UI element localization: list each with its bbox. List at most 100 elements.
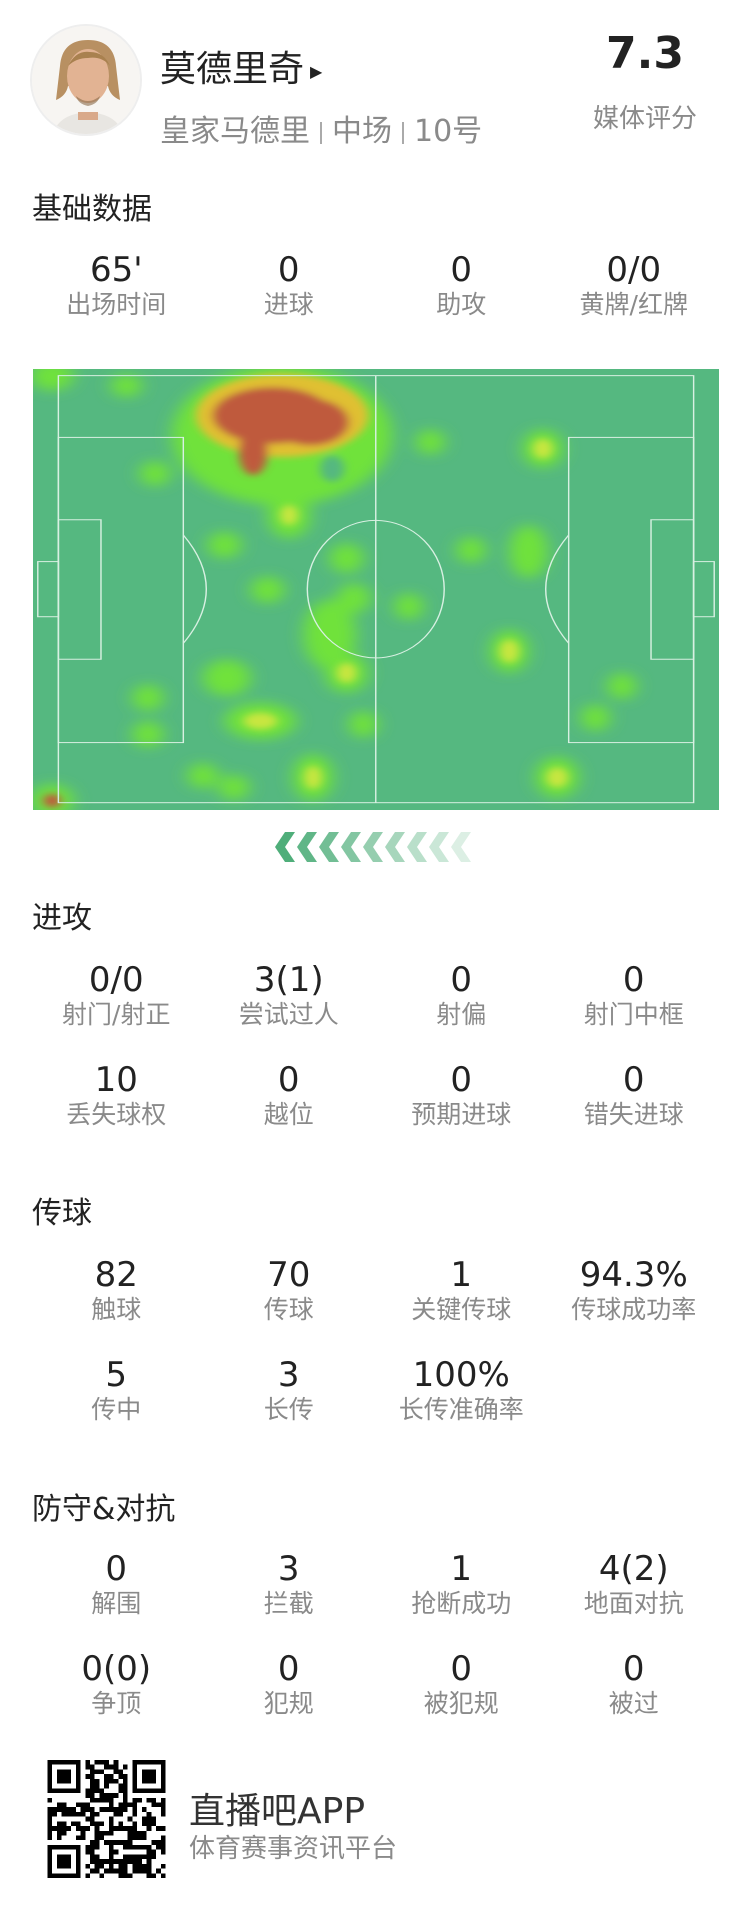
stat-value: 1 <box>450 1549 473 1589</box>
stat-value: 0 <box>622 1649 645 1689</box>
app-name: 直播吧APP <box>189 1791 366 1832</box>
heat-spot <box>607 672 637 700</box>
stat-label: 地面对抗 <box>583 1589 684 1618</box>
app-tagline: 体育赛事资讯平台 <box>189 1834 398 1864</box>
stat-label: 丢失球权 <box>66 1100 167 1129</box>
stat-defense: 3 拦截 <box>203 1549 376 1619</box>
player-meta: 皇家马德里 中场 10号 <box>160 106 482 150</box>
stat-value: 0 <box>622 1060 645 1100</box>
heat-spot <box>456 536 486 564</box>
stat-label: 长传准确率 <box>398 1395 524 1424</box>
heat-spot <box>303 599 357 670</box>
stat-value: 94.3% <box>579 1255 688 1295</box>
stat-passing: 1 关键传球 <box>375 1255 548 1325</box>
stat-label: 长传 <box>263 1395 314 1424</box>
heat-spot <box>132 684 164 712</box>
stat-label: 射门/射正 <box>62 1000 171 1029</box>
stat-label: 越位 <box>263 1100 314 1129</box>
stat-value: 3(1) <box>253 960 324 1000</box>
stat-attack: 0 射门中框 <box>548 960 721 1030</box>
heat-spot <box>187 763 219 789</box>
stat-value: 100% <box>412 1355 510 1395</box>
stat-defense: 0 被犯规 <box>375 1649 548 1719</box>
stat-passing: 94.3% 传球成功率 <box>548 1255 721 1325</box>
stat-label: 预期进球 <box>411 1100 512 1129</box>
heat-spot <box>202 659 251 697</box>
chevron-left-icon <box>319 832 339 862</box>
player-avatar[interactable] <box>30 24 142 136</box>
heat-spot-warm <box>304 765 322 790</box>
shirt-number: 10号 <box>414 114 483 149</box>
player-name-link[interactable]: 莫德里奇 ▶ <box>160 40 322 92</box>
stat-defense: 0 被过 <box>548 1649 721 1719</box>
stat-defense: 0 解围 <box>30 1549 203 1619</box>
attack-direction-indicator <box>275 832 473 862</box>
stat-attack: 0 射偏 <box>375 960 548 1030</box>
heat-spot-warm <box>243 712 278 730</box>
heat-spot <box>218 774 250 801</box>
qr-code <box>46 1760 167 1878</box>
heat-spot <box>415 429 445 455</box>
stat-passing: 100% 长传准确率 <box>375 1355 548 1425</box>
chevron-left-icon <box>363 832 383 862</box>
heat-spot-hot <box>272 398 349 446</box>
section-title-basic: 基础数据 <box>32 192 152 227</box>
passing-stats-grid: 82 触球 70 传球 1 关键传球 94.3% 传球成功率 5 传中 3 长传 100% 长传准确率 <box>30 1255 720 1425</box>
stat-label: 被过 <box>608 1689 659 1718</box>
stat-value: 5 <box>105 1355 128 1395</box>
defense-stats-grid: 0 解围 3 拦截 1 抢断成功 4(2) 地面对抗 0(0) 争顶 0 犯规 0 被犯规 0 被过 <box>30 1549 720 1719</box>
stat-attack: 0 错失进球 <box>548 1060 721 1130</box>
stat-value: 82 <box>94 1255 138 1295</box>
team-name: 皇家马德里 <box>160 114 310 149</box>
stat-defense: 0 犯规 <box>203 1649 376 1719</box>
stat-value: 0 <box>450 250 473 290</box>
stat-label: 解围 <box>91 1589 142 1618</box>
stat-label: 黄牌/红牌 <box>579 290 688 319</box>
stat-passing: 82 触球 <box>30 1255 203 1325</box>
stat-basic: 0 助攻 <box>375 250 548 320</box>
stat-label: 犯规 <box>263 1689 314 1718</box>
heat-gap <box>320 455 345 482</box>
heat-spot-hot <box>238 428 268 476</box>
chevron-left-icon <box>385 832 405 862</box>
divider <box>402 121 404 144</box>
stat-value: 70 <box>267 1255 311 1295</box>
stat-value: 1 <box>450 1255 473 1295</box>
stat-attack: 0 越位 <box>203 1060 376 1130</box>
stat-defense: 1 抢断成功 <box>375 1549 548 1619</box>
stat-label: 射偏 <box>436 1000 487 1029</box>
pitch-lines <box>37 375 715 804</box>
stat-value: 0 <box>277 1649 300 1689</box>
stat-basic: 0/0 黄牌/红牌 <box>548 250 721 320</box>
stat-value: 0 <box>277 250 300 290</box>
stat-value: 0 <box>622 960 645 1000</box>
stat-defense: 4(2) 地面对抗 <box>548 1549 721 1619</box>
heat-spot-warm <box>280 505 298 526</box>
heat-spot <box>329 543 364 574</box>
heat-spot <box>250 576 285 604</box>
stat-defense: 0(0) 争顶 <box>30 1649 203 1719</box>
heat-spot-warm <box>499 639 519 663</box>
section-title-passing: 传球 <box>32 1196 92 1231</box>
stat-value: 3 <box>277 1355 300 1395</box>
stat-value: 0/0 <box>88 960 144 1000</box>
stat-value: 0 <box>450 960 473 1000</box>
chevron-left-icon <box>429 832 449 862</box>
heat-blobs <box>30 360 637 818</box>
stat-label: 抢断成功 <box>411 1589 512 1618</box>
player-photo <box>32 26 140 134</box>
heat-spot <box>509 525 548 579</box>
stat-value: 0 <box>450 1060 473 1100</box>
caret-right-icon: ▶ <box>310 61 323 81</box>
divider <box>320 121 322 144</box>
stat-value: 0/0 <box>606 250 662 290</box>
heatmap-pitch <box>30 360 719 818</box>
stat-passing: 3 长传 <box>203 1355 376 1425</box>
stat-label: 错失进球 <box>583 1100 684 1129</box>
stat-attack: 10 丢失球权 <box>30 1060 203 1130</box>
heat-spot <box>394 593 424 620</box>
stat-label: 尝试过人 <box>238 1000 339 1029</box>
stat-passing: 70 传球 <box>203 1255 376 1325</box>
stat-value: 0 <box>105 1549 128 1589</box>
heat-spot <box>139 460 171 487</box>
